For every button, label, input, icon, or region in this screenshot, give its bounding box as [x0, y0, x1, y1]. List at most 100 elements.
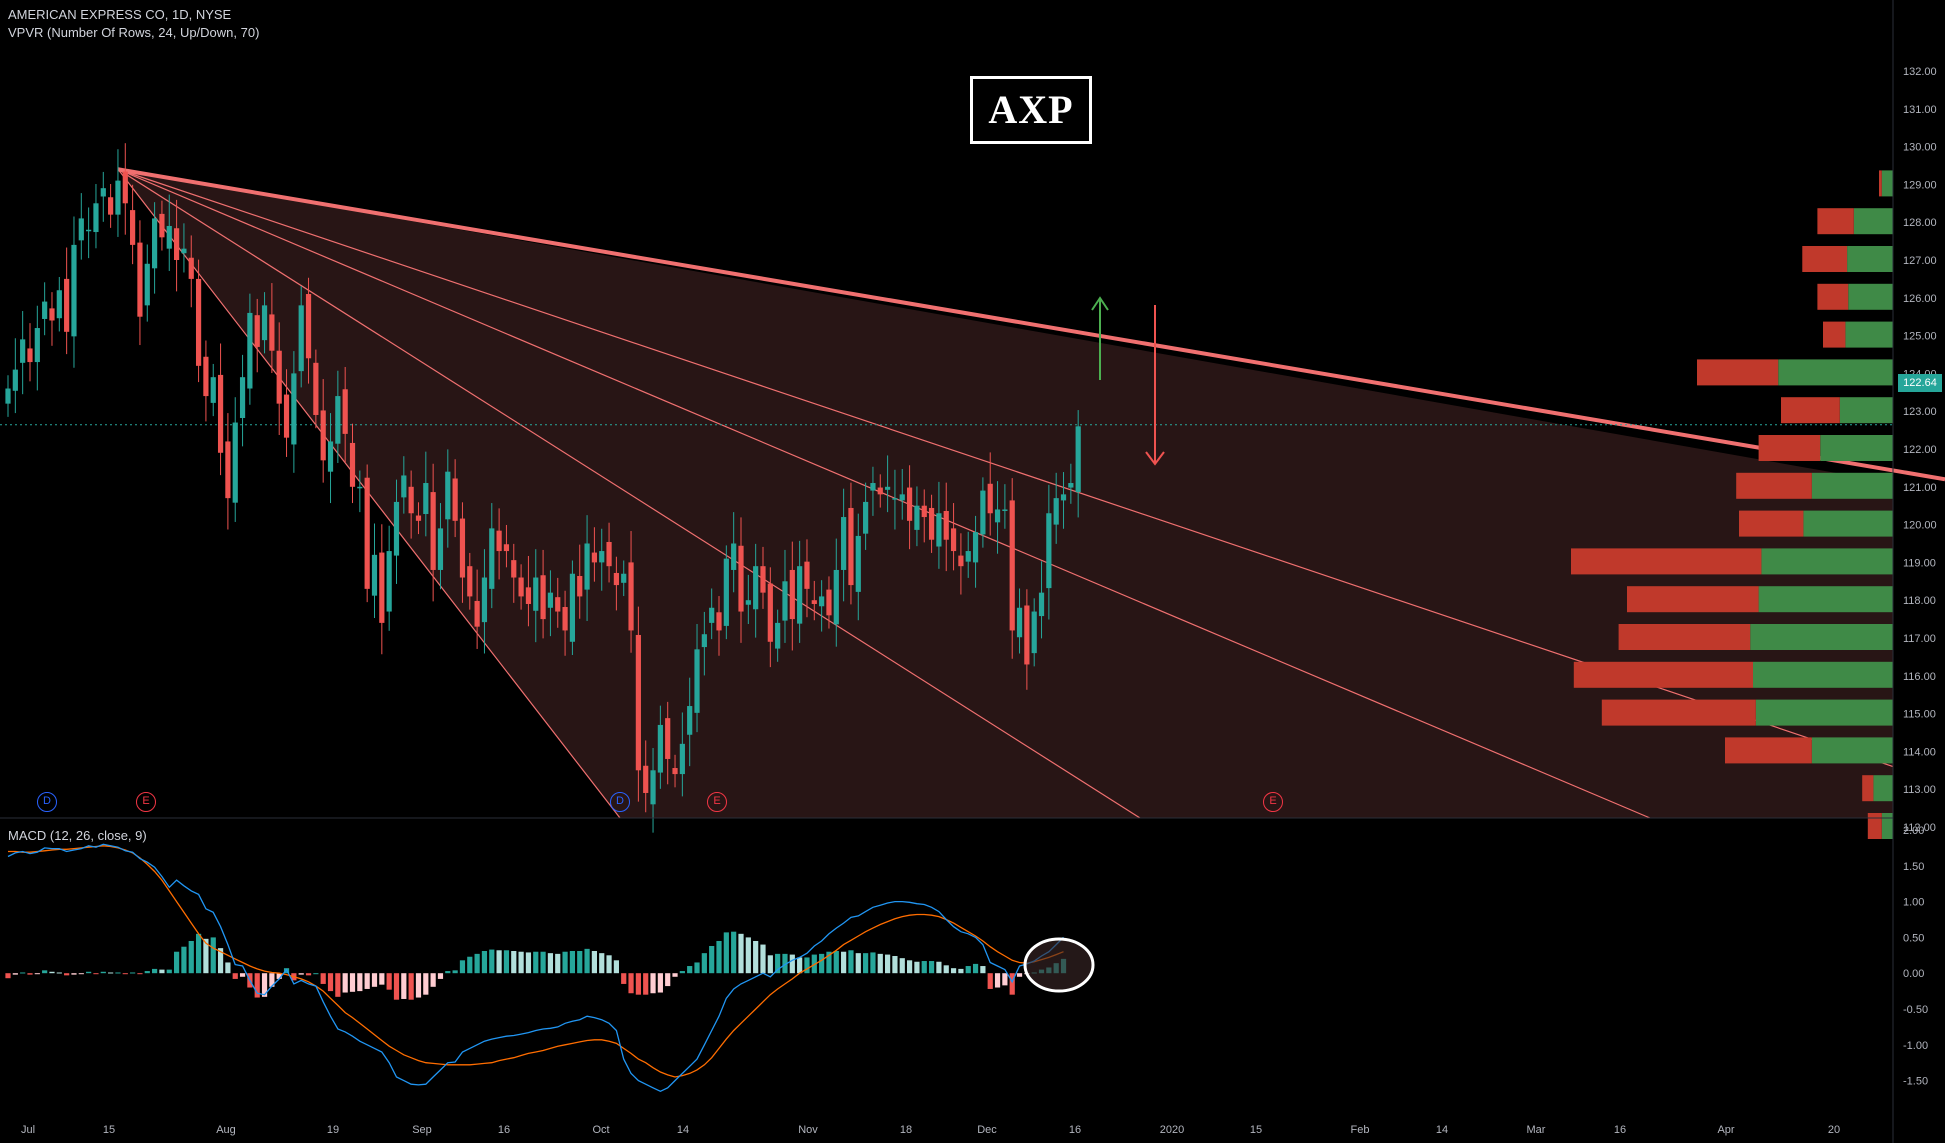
volume-down-bar: [1802, 246, 1848, 272]
candle-body: [811, 600, 817, 604]
candle-body: [621, 573, 627, 583]
candle-body: [401, 475, 407, 498]
macd-histogram-bar: [899, 958, 905, 974]
candle-body: [833, 569, 839, 625]
macd-histogram-bar: [562, 951, 568, 974]
macd-histogram-bar: [643, 973, 649, 995]
macd-histogram-bar: [511, 951, 517, 974]
macd-indicator-label[interactable]: MACD (12, 26, close, 9): [8, 828, 147, 843]
earnings-event-icon[interactable]: E: [1263, 792, 1283, 812]
macd-histogram-bar: [738, 933, 744, 974]
time-tick-label: 20: [1828, 1124, 1840, 1136]
candle-body: [130, 210, 136, 245]
candle-body: [291, 373, 297, 445]
candle-body: [239, 377, 246, 419]
time-tick-label: 16: [498, 1124, 510, 1136]
macd-histogram-bar: [130, 972, 136, 974]
macd-histogram-bar: [877, 953, 883, 974]
candle-body: [716, 612, 722, 631]
volume-down-bar: [1627, 586, 1759, 613]
volume-up-bar: [1758, 586, 1893, 613]
candle-body: [1016, 607, 1023, 638]
time-tick-label: Jul: [21, 1124, 35, 1136]
volume-down-bar: [1781, 397, 1840, 424]
macd-histogram-bar: [217, 948, 224, 974]
macd-histogram-bar: [474, 953, 480, 974]
candle-body: [987, 483, 993, 514]
macd-histogram-bar: [767, 955, 773, 974]
candlesticks: [5, 143, 1081, 833]
macd-histogram-bar: [64, 973, 70, 976]
candle-body: [584, 543, 590, 590]
candle-body: [855, 535, 861, 592]
candle-body: [914, 505, 920, 530]
candle-body: [247, 312, 253, 389]
candle-body: [86, 229, 92, 232]
macd-histogram-bar: [701, 953, 707, 974]
price-tick-label: 131.00: [1903, 104, 1937, 116]
candle-body: [313, 362, 319, 415]
price-tick-label: 112.00: [1903, 822, 1936, 834]
macd-histogram-bar: [93, 973, 99, 975]
vpvr-indicator-label[interactable]: VPVR (Number Of Rows, 24, Up/Down, 70): [8, 25, 260, 40]
candle-body: [203, 356, 209, 397]
candle-body: [210, 377, 216, 403]
price-tick-label: 115.00: [1903, 709, 1936, 721]
macd-histogram-bar: [203, 938, 209, 974]
macd-histogram-bar: [56, 972, 62, 974]
fan-lines: [0, 167, 1945, 819]
macd-histogram-bar: [423, 973, 429, 995]
candle-body: [276, 350, 282, 404]
earnings-event-icon[interactable]: E: [707, 792, 727, 812]
candle-body: [459, 518, 466, 578]
candle-body: [225, 441, 231, 499]
candle-body: [254, 315, 260, 347]
candle-body: [357, 486, 363, 489]
volume-up-bar: [1820, 435, 1893, 461]
price-tick-label: 116.00: [1903, 671, 1936, 683]
macd-histogram-bar: [533, 951, 539, 974]
candle-body: [628, 562, 634, 631]
macd-histogram-bar: [152, 968, 158, 974]
macd-histogram-bar: [254, 973, 260, 998]
macd-histogram-bar: [709, 945, 715, 974]
candle-body: [511, 560, 517, 578]
candle-body: [650, 770, 656, 805]
dividend-event-icon[interactable]: D: [610, 792, 630, 812]
volume-down-bar: [1697, 359, 1779, 386]
candle-body: [994, 509, 1001, 523]
macd-histogram-bar: [335, 973, 341, 997]
macd-histogram-bar: [232, 973, 238, 979]
candle-body: [797, 566, 803, 624]
macd-histogram-bar: [943, 965, 949, 974]
candle-body: [108, 197, 114, 215]
dividend-event-icon[interactable]: D: [37, 792, 57, 812]
candle-body: [320, 410, 326, 461]
macd-histogram-bar: [745, 937, 751, 974]
candle-body: [232, 422, 238, 503]
macd-histogram-bar: [914, 961, 920, 974]
candle-body: [364, 477, 370, 589]
macd-histogram-bar: [408, 973, 414, 1000]
candle-body: [56, 290, 62, 319]
macd-histogram-bar: [496, 950, 502, 974]
macd-histogram-bar: [782, 953, 788, 974]
candle-body: [819, 596, 825, 607]
macd-histogram-bar: [115, 972, 121, 974]
candle-body: [298, 305, 304, 372]
volume-down-bar: [1725, 737, 1812, 764]
macd-histogram-bar: [789, 954, 795, 974]
candle-body: [1053, 498, 1059, 525]
candle-body: [635, 634, 641, 771]
candle-body: [885, 486, 891, 490]
earnings-event-icon[interactable]: E: [136, 792, 156, 812]
macd-histogram-bar: [489, 949, 495, 974]
candle-body: [20, 339, 26, 363]
candle-body: [980, 490, 986, 535]
macd-histogram-bar: [855, 953, 861, 974]
highlight-circle: [1023, 937, 1095, 993]
candle-body: [342, 389, 348, 434]
macd-histogram-bar: [430, 973, 436, 987]
macd-tick-label: 1.00: [1903, 897, 1924, 909]
macd-histogram-bar: [950, 968, 957, 974]
